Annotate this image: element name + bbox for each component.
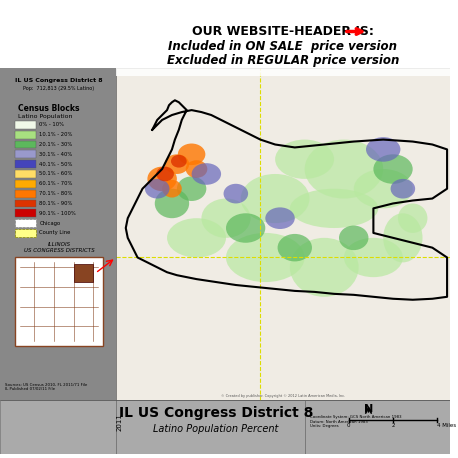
Bar <box>15 180 36 188</box>
Ellipse shape <box>156 167 174 181</box>
Bar <box>74 264 93 282</box>
Ellipse shape <box>162 180 182 197</box>
Ellipse shape <box>155 189 189 218</box>
Ellipse shape <box>226 213 265 243</box>
Ellipse shape <box>147 167 177 191</box>
Text: Excluded in REGULAR price version: Excluded in REGULAR price version <box>167 55 399 67</box>
Text: N: N <box>364 404 373 414</box>
Text: Census Blocks: Census Blocks <box>18 104 79 113</box>
Text: 70.1% - 80%: 70.1% - 80% <box>39 191 73 196</box>
Bar <box>15 200 36 207</box>
Text: 60.1% - 70%: 60.1% - 70% <box>39 181 73 186</box>
Text: Chicago: Chicago <box>39 221 60 226</box>
Text: IL US Congress District 8: IL US Congress District 8 <box>119 406 313 420</box>
Bar <box>116 4 450 76</box>
Bar <box>116 68 450 400</box>
Ellipse shape <box>224 184 248 203</box>
Ellipse shape <box>391 179 415 198</box>
Text: 50.1% - 60%: 50.1% - 60% <box>39 171 73 176</box>
Ellipse shape <box>290 189 378 228</box>
Text: 4 Miles: 4 Miles <box>437 423 456 428</box>
Bar <box>15 150 36 158</box>
Text: Sources: US Census 2010, FL 2011/71 File
IL Published 07/02/11 File: Sources: US Census 2010, FL 2011/71 File… <box>5 383 87 392</box>
Text: 90.1% - 100%: 90.1% - 100% <box>39 211 76 216</box>
Ellipse shape <box>344 238 403 277</box>
Text: 0: 0 <box>347 423 350 428</box>
Bar <box>15 257 103 346</box>
Ellipse shape <box>383 213 423 262</box>
Ellipse shape <box>373 154 413 184</box>
Ellipse shape <box>167 218 226 257</box>
Ellipse shape <box>177 176 207 201</box>
Ellipse shape <box>275 140 334 179</box>
Bar <box>15 131 36 139</box>
Ellipse shape <box>290 238 359 297</box>
Ellipse shape <box>202 198 251 238</box>
Bar <box>116 68 450 400</box>
Ellipse shape <box>398 203 427 233</box>
Ellipse shape <box>226 233 305 282</box>
Bar <box>15 170 36 178</box>
Ellipse shape <box>185 160 207 178</box>
Ellipse shape <box>164 154 189 174</box>
Bar <box>15 160 36 168</box>
Text: ILLINOIS
US CONGRESS DISTRICTS: ILLINOIS US CONGRESS DISTRICTS <box>23 242 94 253</box>
Text: Latino Population Percent: Latino Population Percent <box>153 425 279 435</box>
Ellipse shape <box>171 155 187 168</box>
Ellipse shape <box>145 179 169 198</box>
Ellipse shape <box>241 174 310 223</box>
Ellipse shape <box>366 137 400 162</box>
Text: Pop:  712,813 (29.5% Latino): Pop: 712,813 (29.5% Latino) <box>23 86 94 91</box>
Bar <box>15 229 36 237</box>
Text: OUR WEBSITE-HEADER IS:: OUR WEBSITE-HEADER IS: <box>192 25 374 38</box>
Bar <box>15 209 36 217</box>
Text: 2: 2 <box>391 423 395 428</box>
Ellipse shape <box>178 143 205 165</box>
Text: County Line: County Line <box>39 230 71 235</box>
Ellipse shape <box>339 225 369 250</box>
Text: 20.1% - 30%: 20.1% - 30% <box>39 142 72 147</box>
Text: Included in ON SALE  price version: Included in ON SALE price version <box>169 40 398 53</box>
Bar <box>0 400 450 454</box>
Text: Latino Population: Latino Population <box>18 114 72 119</box>
Text: 0% - 10%: 0% - 10% <box>39 122 64 127</box>
Text: 40.1% - 50%: 40.1% - 50% <box>39 162 73 167</box>
Text: Coordinate System: GCS North American 1983
Datum: North American 1983
Units: Deg: Coordinate System: GCS North American 19… <box>310 415 401 428</box>
Text: © Created by publisher. Copyright © 2012 Latin American Media, Inc.: © Created by publisher. Copyright © 2012… <box>221 394 345 398</box>
Ellipse shape <box>191 163 221 185</box>
Bar <box>15 219 36 227</box>
Text: 30.1% - 40%: 30.1% - 40% <box>39 152 72 157</box>
Ellipse shape <box>305 140 383 198</box>
Text: 10.1% - 20%: 10.1% - 20% <box>39 132 73 137</box>
Ellipse shape <box>354 169 413 208</box>
Ellipse shape <box>265 207 295 229</box>
Ellipse shape <box>278 234 312 262</box>
Bar <box>116 68 450 400</box>
Text: 2011: 2011 <box>117 413 123 431</box>
Bar <box>0 68 116 400</box>
Text: IL US Congress District 8: IL US Congress District 8 <box>15 78 103 83</box>
Bar <box>15 121 36 129</box>
Bar <box>15 141 36 148</box>
Bar <box>15 190 36 197</box>
Text: 80.1% - 90%: 80.1% - 90% <box>39 201 73 206</box>
